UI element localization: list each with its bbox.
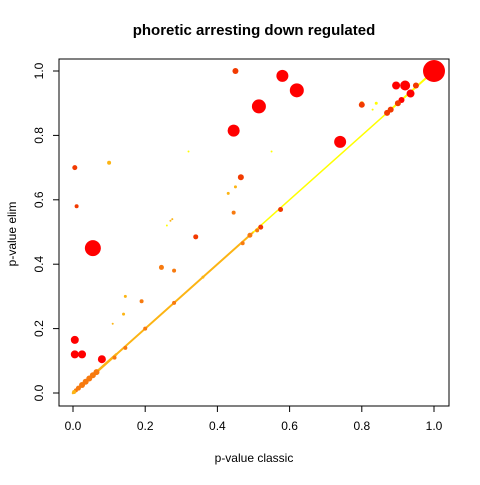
data-point xyxy=(384,109,391,116)
data-point xyxy=(276,69,289,82)
data-point xyxy=(70,350,79,359)
data-point xyxy=(232,68,239,74)
data-point xyxy=(75,385,81,391)
y-tick-label: 1.0 xyxy=(32,62,46,79)
data-point xyxy=(97,355,106,364)
data-point xyxy=(371,108,374,111)
data-point xyxy=(392,81,401,90)
data-point xyxy=(334,135,347,148)
data-point xyxy=(412,82,419,89)
data-point xyxy=(233,185,237,189)
data-point xyxy=(123,345,128,350)
axes: 0.0 0.2 0.4 0.6 0.8 1.0 0.0 0.2 0.4 0.6 0.8 1.0 xyxy=(32,62,443,433)
x-tick-label: 0.6 xyxy=(281,419,298,433)
data-point xyxy=(158,264,164,270)
y-tick-label: 0.2 xyxy=(32,320,46,337)
data-point xyxy=(374,101,378,105)
data-point xyxy=(226,191,230,195)
chart-title: phoretic arresting down regulated xyxy=(133,22,376,39)
data-point xyxy=(278,206,284,212)
data-point xyxy=(201,275,205,279)
data-point xyxy=(187,150,190,153)
y-tick-label: 0.0 xyxy=(32,384,46,401)
data-point xyxy=(122,312,126,316)
data-point xyxy=(84,240,101,257)
data-point xyxy=(289,83,304,98)
data-point xyxy=(237,174,244,181)
x-axis-label: p-value classic xyxy=(215,451,294,465)
data-point xyxy=(240,241,245,246)
data-point xyxy=(93,369,100,376)
data-point xyxy=(123,294,127,298)
data-point xyxy=(70,335,79,344)
data-point xyxy=(394,100,401,107)
y-tick-label: 0.8 xyxy=(32,127,46,144)
data-point xyxy=(270,150,273,153)
data-point xyxy=(78,350,87,359)
data-point xyxy=(72,390,77,395)
data-point xyxy=(255,228,260,233)
data-point xyxy=(111,322,114,325)
x-tick-label: 0.0 xyxy=(65,419,82,433)
data-point xyxy=(72,165,78,171)
data-point xyxy=(227,124,240,137)
x-tick-label: 1.0 xyxy=(426,419,443,433)
data-point xyxy=(358,101,365,108)
data-point xyxy=(143,326,148,331)
data-point xyxy=(112,355,117,360)
data-point xyxy=(74,204,79,209)
data-point xyxy=(258,224,264,230)
x-tick-label: 0.2 xyxy=(137,419,154,433)
data-point xyxy=(139,299,144,304)
data-point xyxy=(172,300,177,305)
data-point xyxy=(406,89,415,98)
data-point xyxy=(107,160,112,165)
y-axis-label: p-value elim xyxy=(5,202,19,267)
plot-frame xyxy=(58,58,450,407)
y-tick-label: 0.4 xyxy=(32,256,46,273)
y-tick-label: 0.6 xyxy=(32,191,46,208)
data-point xyxy=(251,99,266,114)
diagonal-segment xyxy=(252,108,392,233)
data-points xyxy=(70,60,445,395)
diagonal-band xyxy=(71,70,435,395)
diagonal-segment xyxy=(115,231,255,356)
x-tick-label: 0.8 xyxy=(353,419,370,433)
data-point xyxy=(231,210,236,215)
data-point xyxy=(171,218,174,221)
data-point xyxy=(172,268,177,273)
data-point xyxy=(247,232,253,238)
data-point xyxy=(79,381,86,388)
data-point xyxy=(165,224,168,227)
data-point xyxy=(193,234,199,240)
data-point xyxy=(400,80,411,91)
data-point xyxy=(423,60,445,82)
x-tick-label: 0.4 xyxy=(209,419,226,433)
data-point xyxy=(169,219,172,222)
